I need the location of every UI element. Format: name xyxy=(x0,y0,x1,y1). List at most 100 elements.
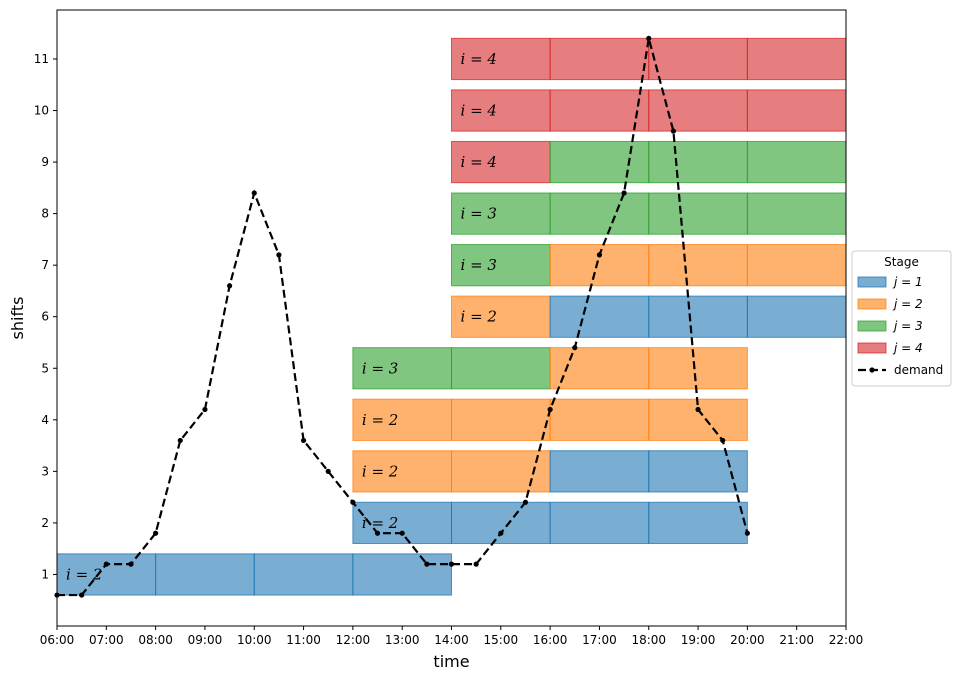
shift-8-segment-4 xyxy=(746,192,847,235)
shift-7-segment-3 xyxy=(648,244,748,287)
legend-swatch-stage-3 xyxy=(857,320,887,332)
legend-swatch-stage-2 xyxy=(857,298,887,310)
demand-point-23 xyxy=(596,252,603,258)
shift-5-segment-3 xyxy=(549,347,650,390)
y-tick-label: 5 xyxy=(41,361,49,375)
demand-point-5 xyxy=(153,530,159,536)
legend-title: Stage xyxy=(884,255,919,269)
y-tick-label: 7 xyxy=(41,258,49,272)
shift-2-segment-2 xyxy=(451,501,551,545)
demand-point-11 xyxy=(300,437,307,444)
demand-point-3 xyxy=(103,561,109,567)
demand-point-19 xyxy=(498,530,504,536)
x-tick-label: 13:00 xyxy=(385,633,420,647)
y-axis-label: shifts xyxy=(8,297,27,340)
shift-8-segment-3 xyxy=(648,192,748,235)
demand-point-13 xyxy=(350,499,356,505)
x-tick-label: 20:00 xyxy=(730,633,765,647)
shift-10-label: i = 4 xyxy=(461,102,497,120)
x-tick-label: 22:00 xyxy=(829,633,864,647)
demand-series xyxy=(54,35,750,598)
shift-1-segment-2 xyxy=(155,553,255,596)
legend: Stage j = 1 j = 2 j = 3 j = 4 demand xyxy=(851,250,952,387)
demand-point-17 xyxy=(448,561,455,567)
shift-10-segment-3 xyxy=(648,89,748,132)
shift-7-segment-1 xyxy=(451,244,551,287)
demand-point-24 xyxy=(621,190,627,196)
legend-entry-label: j = 3 xyxy=(892,319,923,333)
shift-1-segment-1 xyxy=(56,553,157,596)
demand-point-9 xyxy=(251,190,257,196)
x-tick-label: 12:00 xyxy=(336,633,371,647)
x-axis-label: time xyxy=(433,652,469,671)
shift-11-segment-4 xyxy=(746,37,847,81)
demand-point-22 xyxy=(572,345,578,351)
shift-5-segment-4 xyxy=(648,347,748,390)
shift-4-label: i = 2 xyxy=(362,411,398,429)
shift-bars xyxy=(56,37,847,596)
shift-9-label: i = 4 xyxy=(461,153,497,171)
x-tick-label: 06:00 xyxy=(40,633,75,647)
y-tick-label: 11 xyxy=(34,52,49,66)
y-tick-label: 4 xyxy=(41,413,49,427)
x-tick-label: 17:00 xyxy=(582,633,617,647)
legend-entry-label: j = 2 xyxy=(892,297,923,311)
x-axis-ticks: 06:00 07:00 08:00 09:00 10:00 11:00 12:00 13:00… xyxy=(40,626,864,647)
demand-point-25 xyxy=(646,35,652,41)
demand-point-12 xyxy=(325,468,331,474)
demand-point-21 xyxy=(547,406,553,413)
shift-10-segment-4 xyxy=(746,89,847,132)
shift-11-label: i = 4 xyxy=(461,50,497,68)
shift-7-segment-4 xyxy=(746,244,847,287)
demand-point-29 xyxy=(744,530,750,536)
shift-8-segment-1 xyxy=(451,192,551,235)
shift-5-label: i = 3 xyxy=(362,359,398,377)
demand-point-27 xyxy=(695,406,701,413)
shift-3-label: i = 2 xyxy=(362,462,398,480)
legend-entry-label: j = 1 xyxy=(892,275,923,289)
legend-swatch-stage-4 xyxy=(857,342,887,354)
shift-1-segment-4 xyxy=(352,553,452,596)
demand-point-14 xyxy=(374,530,381,536)
demand-point-18 xyxy=(473,561,479,567)
shift-9-segment-1 xyxy=(451,140,551,184)
demand-point-2 xyxy=(79,592,85,598)
shift-6-segment-3 xyxy=(648,295,748,338)
shift-11-segment-3 xyxy=(648,37,748,81)
y-tick-label: 2 xyxy=(41,516,49,530)
y-tick-label: 10 xyxy=(34,104,49,118)
x-tick-label: 16:00 xyxy=(533,633,568,647)
x-tick-label: 19:00 xyxy=(681,633,716,647)
shift-4-segment-4 xyxy=(648,398,748,441)
legend-swatch-demand-marker xyxy=(869,367,875,373)
shift-6-segment-1 xyxy=(451,295,551,338)
legend-entry-label: j = 4 xyxy=(892,341,923,355)
demand-point-4 xyxy=(128,561,134,567)
x-tick-label: 14:00 xyxy=(434,633,469,647)
legend-swatch-stage-1 xyxy=(857,276,887,288)
shift-11-segment-2 xyxy=(549,37,650,81)
x-tick-label: 08:00 xyxy=(138,633,173,647)
demand-point-6 xyxy=(177,437,183,444)
legend-entry-label: demand xyxy=(894,363,943,377)
y-tick-label: 8 xyxy=(41,207,49,221)
y-tick-label: 3 xyxy=(41,464,49,478)
shift-1-label: i = 2 xyxy=(66,565,102,583)
shift-9-segment-3 xyxy=(648,140,748,184)
y-tick-label: 9 xyxy=(41,155,49,169)
demand-point-10 xyxy=(276,252,282,258)
demand-point-16 xyxy=(424,561,430,567)
shift-11-segment-1 xyxy=(451,37,551,81)
x-tick-label: 18:00 xyxy=(631,633,666,647)
shift-3-segment-1 xyxy=(352,450,452,493)
x-tick-label: 07:00 xyxy=(89,633,124,647)
shift-5-segment-1 xyxy=(352,347,452,390)
demand-point-28 xyxy=(720,437,726,444)
demand-point-8 xyxy=(226,283,233,289)
shift-1-segment-3 xyxy=(253,553,354,596)
shift-2-segment-3 xyxy=(549,501,650,545)
demand-point-15 xyxy=(399,530,405,536)
shift-4-segment-2 xyxy=(451,398,551,441)
